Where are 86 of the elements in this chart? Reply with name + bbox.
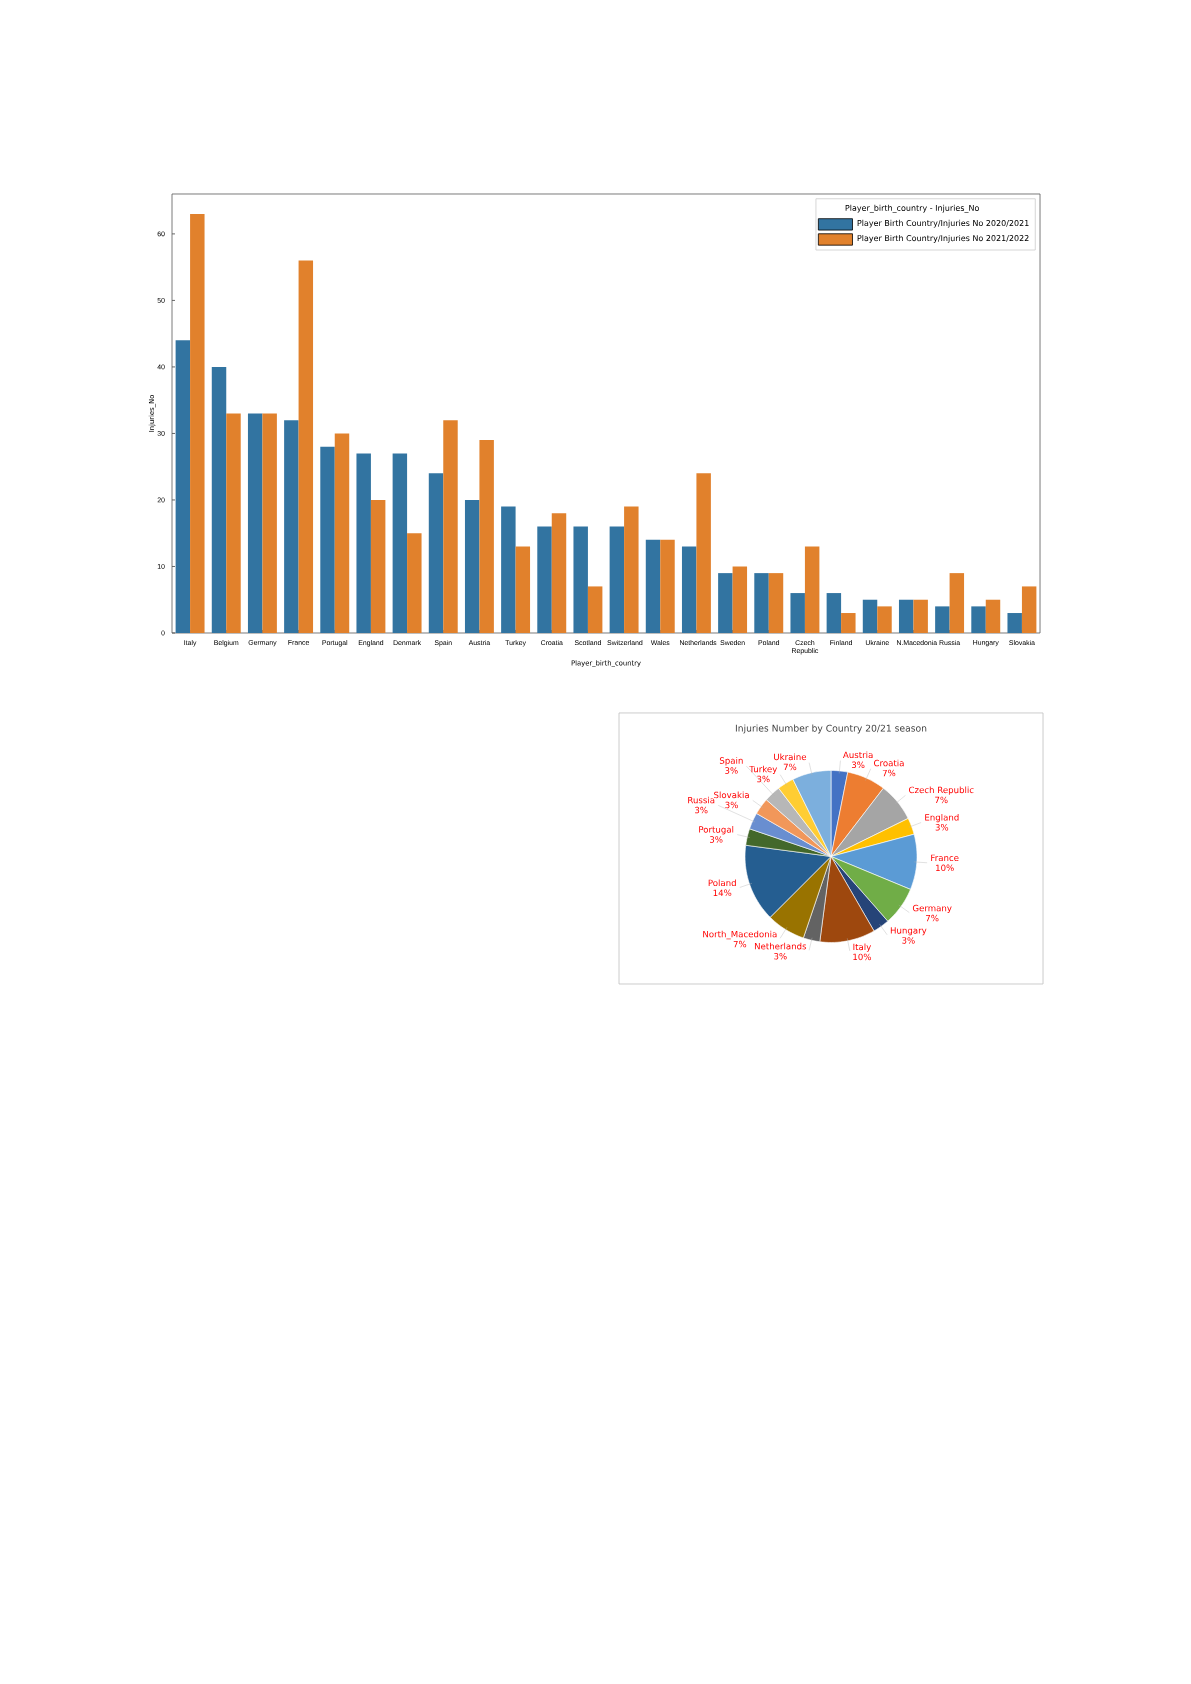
bar — [1007, 613, 1022, 633]
bar — [790, 593, 805, 633]
slice-label: Slovakia — [714, 791, 749, 799]
bar — [732, 566, 748, 633]
slice-label: Russia — [688, 796, 715, 804]
data-label: 3% — [725, 767, 738, 774]
bar — [537, 526, 552, 633]
slice-label: Netherlands — [754, 942, 807, 950]
bar — [841, 613, 856, 633]
bar — [284, 420, 299, 633]
data-label: 10% — [936, 864, 954, 872]
bar — [660, 539, 675, 633]
bar — [949, 573, 965, 633]
bar — [971, 606, 986, 633]
bar — [211, 366, 227, 633]
data-label: 3% — [935, 824, 949, 831]
bar — [573, 526, 588, 633]
bar — [262, 413, 277, 633]
bar — [370, 499, 386, 633]
slice-label: England — [925, 813, 959, 823]
bar — [768, 573, 784, 633]
data-label: 7% — [733, 940, 747, 948]
data-label: 3% — [757, 775, 770, 783]
legend-label: Player Birth Country/Injuries No 2020/2021 — [857, 219, 1029, 228]
slice-label: Hungary — [890, 927, 927, 936]
chart-title: Injuries Number by Country 20/21 season — [735, 724, 927, 734]
slice-label: Italy — [853, 943, 871, 952]
bar — [298, 260, 314, 633]
bar — [226, 413, 241, 633]
bar — [587, 586, 603, 633]
bar — [804, 546, 820, 633]
slice-label: Austria — [843, 751, 873, 759]
bar — [913, 599, 928, 633]
bar — [407, 533, 422, 633]
data-label: 3% — [774, 952, 787, 960]
data-label: 3% — [851, 761, 865, 769]
bar — [334, 433, 350, 633]
legend-title: Player_birth_country - Injuries_No — [845, 204, 979, 213]
slice-label: Ukraine — [774, 753, 807, 761]
slice-label: Portugal — [699, 826, 734, 835]
bar — [609, 526, 625, 633]
bar — [515, 546, 531, 633]
bar — [862, 599, 878, 633]
bar — [985, 599, 1001, 633]
data-label: 7% — [935, 796, 948, 804]
data-label: 7% — [882, 769, 896, 777]
bar — [754, 573, 769, 633]
bar — [826, 593, 842, 633]
bar — [443, 420, 458, 633]
bar — [898, 599, 914, 633]
bar — [877, 606, 892, 633]
bar — [681, 546, 697, 633]
data-label: 7% — [926, 914, 939, 922]
slice-label: France — [931, 854, 959, 862]
slice-label: Czech Republic — [909, 786, 974, 795]
bar — [501, 506, 516, 633]
bar — [718, 573, 733, 633]
slice-label: North_Macedonia — [703, 930, 777, 940]
bar — [392, 453, 408, 633]
data-label: 10% — [853, 953, 871, 961]
data-label: 3% — [695, 806, 708, 814]
bar — [247, 413, 263, 633]
bar — [190, 213, 205, 633]
slice-label: Spain — [719, 757, 743, 766]
bar — [356, 453, 371, 633]
bar — [624, 506, 639, 633]
bar — [696, 473, 711, 633]
slice-label: Germany — [912, 904, 952, 914]
data-label: 3% — [725, 801, 738, 809]
data-label: 14% — [713, 889, 732, 897]
bar — [320, 446, 335, 633]
bar — [464, 499, 480, 633]
slice-label: Croatia — [873, 759, 904, 767]
bar — [645, 539, 661, 633]
slice-label: Turkey — [749, 765, 778, 774]
legend-label: Player Birth Country/Injuries No 2021/2022 — [857, 234, 1029, 243]
slice-label: Poland — [708, 879, 736, 887]
bar — [935, 606, 950, 633]
data-label: 3% — [902, 937, 915, 944]
data-label: 7% — [783, 763, 797, 771]
bar — [175, 340, 191, 633]
bar — [428, 473, 444, 633]
bar — [479, 440, 494, 633]
data-label: 3% — [710, 836, 723, 843]
bar — [1021, 586, 1037, 633]
bar — [551, 513, 567, 633]
